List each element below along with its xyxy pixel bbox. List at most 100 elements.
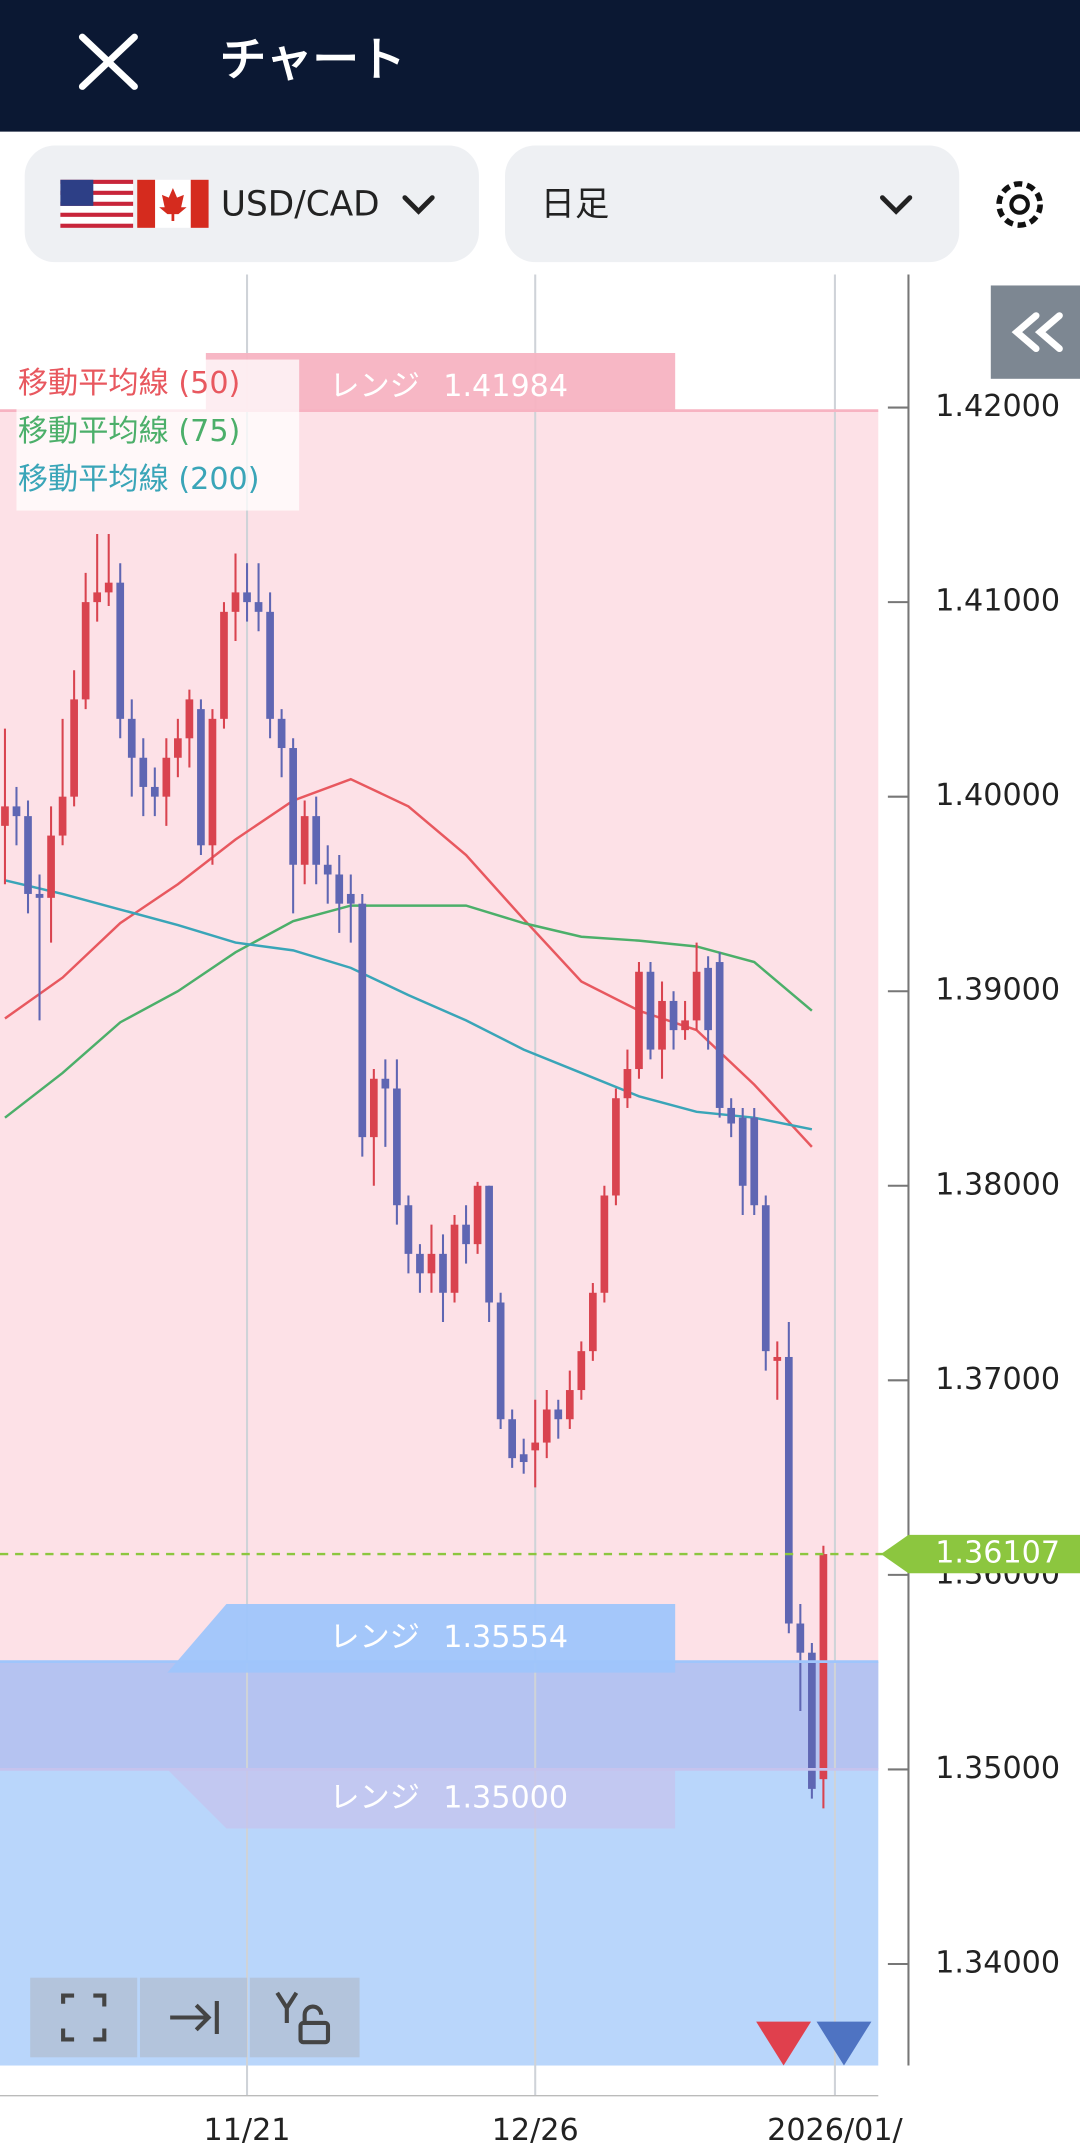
candle-body bbox=[150, 786, 159, 797]
x-tick-label: 2026/01/ bbox=[767, 2113, 903, 2148]
candle-body bbox=[589, 1292, 597, 1352]
legend-box bbox=[16, 359, 300, 511]
candle-body bbox=[104, 582, 113, 593]
current-price-tag bbox=[881, 1534, 1080, 1574]
candle-body bbox=[404, 1205, 413, 1254]
chevron bbox=[402, 195, 435, 215]
y-tick-label: 1.42000 bbox=[935, 389, 1060, 424]
pair-selector[interactable]: USD/CAD bbox=[24, 145, 479, 263]
candle-body bbox=[381, 1078, 390, 1089]
candle-body bbox=[715, 962, 724, 1108]
range-label: レンジ bbox=[329, 369, 420, 404]
candle-body bbox=[658, 1000, 666, 1050]
range-label: レンジ bbox=[329, 1780, 420, 1815]
range-value: 1.35554 bbox=[443, 1620, 568, 1655]
candle-body bbox=[635, 971, 643, 1070]
candle-body bbox=[623, 1069, 632, 1099]
candle-body bbox=[139, 757, 148, 787]
candle-body bbox=[773, 1356, 782, 1361]
timeframe-label: 日足 bbox=[541, 184, 610, 224]
collapse-icon bbox=[1011, 312, 1063, 353]
candle-body bbox=[519, 1454, 528, 1463]
maple-leaf bbox=[159, 188, 187, 221]
candle-body bbox=[750, 1117, 759, 1206]
close-button[interactable] bbox=[78, 33, 138, 90]
flag-stripe bbox=[60, 223, 134, 228]
candle-body bbox=[808, 1652, 816, 1789]
candle-body bbox=[565, 1390, 574, 1420]
fullscreen-button[interactable] bbox=[30, 1977, 138, 2058]
candle-body bbox=[312, 816, 321, 865]
candle-body bbox=[335, 874, 344, 904]
pair-box bbox=[24, 145, 479, 263]
moving-average-line bbox=[4, 904, 813, 1119]
candle-body bbox=[70, 699, 78, 797]
flag-stripe bbox=[60, 179, 134, 184]
candle-body bbox=[47, 835, 55, 898]
fullscreen-icon bbox=[61, 1993, 107, 2042]
lock-body bbox=[298, 2020, 331, 2045]
range-zone bbox=[0, 1661, 879, 1770]
moving-average-line bbox=[4, 879, 813, 1131]
candle-body bbox=[81, 602, 90, 700]
candle-body bbox=[393, 1088, 401, 1206]
y-tick-label: 1.35000 bbox=[935, 1751, 1060, 1786]
chart-tools bbox=[30, 1977, 360, 2058]
chevron bbox=[879, 195, 913, 215]
settings-button[interactable] bbox=[996, 181, 1043, 228]
candle-body bbox=[185, 699, 194, 739]
x-tick-label: 12/26 bbox=[492, 2113, 579, 2148]
candle-body bbox=[462, 1224, 470, 1245]
candle-body bbox=[727, 1107, 736, 1124]
timeframe-box bbox=[505, 145, 960, 263]
flag-band bbox=[137, 179, 156, 228]
candle-body bbox=[784, 1356, 793, 1624]
y-tick-label: 1.40000 bbox=[935, 778, 1060, 813]
candle-body bbox=[369, 1078, 378, 1138]
ca-flag bbox=[137, 179, 209, 228]
candle-body bbox=[450, 1224, 459, 1293]
candle-body bbox=[127, 718, 136, 758]
flag-stripe bbox=[60, 212, 134, 217]
y-tick-label: 1.41000 bbox=[935, 584, 1060, 619]
candle-body bbox=[681, 1020, 689, 1031]
flag-canton bbox=[60, 179, 94, 206]
sell-marker bbox=[756, 2021, 812, 2066]
candle-body bbox=[577, 1351, 586, 1391]
candle-body bbox=[174, 738, 182, 758]
flag-stripe bbox=[60, 190, 134, 195]
range-value: 1.35000 bbox=[443, 1780, 568, 1815]
candle-body bbox=[508, 1419, 517, 1459]
candle-body bbox=[473, 1185, 482, 1245]
candle-body bbox=[496, 1302, 505, 1420]
candle-body bbox=[254, 602, 263, 612]
candle-body bbox=[35, 893, 44, 898]
y-tick-label: 1.37000 bbox=[935, 1362, 1060, 1397]
scroll-end-icon bbox=[170, 2001, 219, 2034]
legend-entry: 移動平均線 (50) bbox=[18, 366, 241, 401]
overlays: レンジ 1.41984 レンジ 1.35554 レンジ 1.35000 移動平均線 (50)… bbox=[0, 353, 1080, 1829]
candle-body bbox=[358, 903, 367, 1138]
legend-entry: 移動平均線 (75) bbox=[18, 414, 241, 449]
candle-body bbox=[600, 1195, 609, 1293]
header-title: チャート bbox=[220, 34, 406, 88]
candle-body bbox=[300, 816, 309, 865]
timeframe-selector[interactable]: 日足 bbox=[505, 145, 960, 263]
candle-body bbox=[231, 592, 240, 612]
candle-body bbox=[208, 718, 217, 846]
candle-body bbox=[669, 1000, 678, 1031]
candles bbox=[1, 534, 828, 1809]
candle-body bbox=[323, 864, 332, 875]
candle-body bbox=[542, 1409, 551, 1443]
candle-body bbox=[531, 1442, 540, 1451]
candle-body bbox=[266, 611, 274, 719]
range-value: 1.41984 bbox=[443, 369, 568, 404]
collapse-button[interactable] bbox=[990, 285, 1080, 379]
range-zone bbox=[0, 410, 879, 1662]
range-tab bbox=[167, 1604, 676, 1673]
y-tick-label: 1.38000 bbox=[935, 1167, 1060, 1202]
pair-label: USD/CAD bbox=[221, 184, 380, 224]
candle-body bbox=[439, 1253, 447, 1293]
